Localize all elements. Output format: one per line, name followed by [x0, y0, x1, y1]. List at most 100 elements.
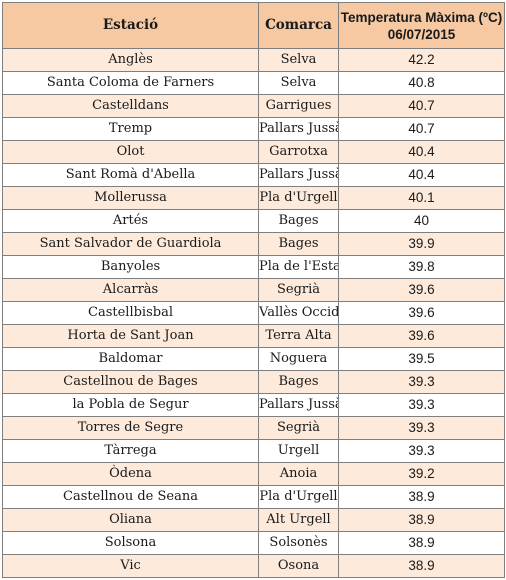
county-cell: Garrotxa [258, 140, 339, 164]
temperature-cell: 39.3 [338, 393, 505, 417]
table-row: la Pobla de Segur Pallars Jussà 39.3 [2, 393, 505, 417]
county-cell: Bages [258, 370, 339, 394]
station-cell: Tremp [2, 117, 259, 141]
table-row: Sant Romà d'Abella Pallars Jussà 40.4 [2, 163, 505, 187]
temperature-cell: 38.9 [338, 554, 505, 578]
temperature-cell: 40.4 [338, 140, 505, 164]
table-row: Sant Salvador de Guardiola Bages 39.9 [2, 232, 505, 256]
station-cell: Baldomar [2, 347, 259, 371]
table-row: Oliana Alt Urgell 38.9 [2, 508, 505, 532]
station-cell: Vic [2, 554, 259, 578]
station-cell: Castellbisbal [2, 301, 259, 325]
station-cell: Tàrrega [2, 439, 259, 463]
table-row: Solsona Solsonès 38.9 [2, 531, 505, 555]
temperature-cell: 39.9 [338, 232, 505, 256]
temperature-column-header: Temperatura Màxima (ºC) 06/07/2015 [338, 2, 505, 49]
temperature-cell: 40.1 [338, 186, 505, 210]
temperature-cell: 39.6 [338, 278, 505, 302]
temperature-cell: 38.9 [338, 531, 505, 555]
station-cell: Solsona [2, 531, 259, 555]
table-row: Baldomar Noguera 39.5 [2, 347, 505, 371]
county-cell: Anoia [258, 462, 339, 486]
table-row: Torres de Segre Segrià 39.3 [2, 416, 505, 440]
table-row: Castellnou de Seana Pla d'Urgell 38.9 [2, 485, 505, 509]
county-cell: Segrià [258, 278, 339, 302]
temperature-header-date: 06/07/2015 [387, 26, 456, 42]
county-cell: Urgell [258, 439, 339, 463]
station-cell: Artés [2, 209, 259, 233]
table-row: Castellnou de Bages Bages 39.3 [2, 370, 505, 394]
temperature-cell: 38.9 [338, 508, 505, 532]
table-row: Anglès Selva 42.2 [2, 48, 505, 72]
temperature-cell: 40.4 [338, 163, 505, 187]
station-cell: Alcarràs [2, 278, 259, 302]
county-cell: Noguera [258, 347, 339, 371]
header-row: Estació Comarca Temperatura Màxima (ºC) … [2, 2, 505, 49]
temperature-cell: 39.2 [338, 462, 505, 486]
county-cell: Segrià [258, 416, 339, 440]
station-cell: Anglès [2, 48, 259, 72]
temperature-cell: 40.7 [338, 117, 505, 141]
table-row: Vic Osona 38.9 [2, 554, 505, 578]
station-cell: Sant Salvador de Guardiola [2, 232, 259, 256]
table-body: Anglès Selva 42.2 Santa Coloma de Farners Se… [2, 48, 505, 578]
county-cell: Pla d'Urgell [258, 186, 339, 210]
temperature-cell: 39.6 [338, 324, 505, 348]
station-column-header: Estació [2, 2, 259, 49]
temperature-header-title: Temperatura Màxima (ºC) [340, 9, 503, 25]
table-row: Mollerussa Pla d'Urgell 40.1 [2, 186, 505, 210]
station-cell: Castellnou de Bages [2, 370, 259, 394]
temperature-cell: 39.8 [338, 255, 505, 279]
temperature-cell: 39.3 [338, 439, 505, 463]
table-row: Tàrrega Urgell 39.3 [2, 439, 505, 463]
table-row: Artés Bages 40 [2, 209, 505, 233]
county-cell: Solsonès [258, 531, 339, 555]
county-cell: Bages [258, 232, 339, 256]
temperature-cell: 39.3 [338, 416, 505, 440]
county-cell: Bages [258, 209, 339, 233]
county-cell: Pla de l'Estany [258, 255, 339, 279]
temperature-cell: 38.9 [338, 485, 505, 509]
temperature-cell: 40.7 [338, 94, 505, 118]
station-cell: Santa Coloma de Farners [2, 71, 259, 95]
county-cell: Terra Alta [258, 324, 339, 348]
station-cell: Torres de Segre [2, 416, 259, 440]
temperature-cell: 40.8 [338, 71, 505, 95]
table-row: Tremp Pallars Jussà 40.7 [2, 117, 505, 141]
temperature-cell: 40 [338, 209, 505, 233]
station-cell: Oliana [2, 508, 259, 532]
table-row: Castelldans Garrigues 40.7 [2, 94, 505, 118]
county-cell: Osona [258, 554, 339, 578]
county-cell: Selva [258, 48, 339, 72]
temperature-cell: 39.6 [338, 301, 505, 325]
county-cell: Garrigues [258, 94, 339, 118]
station-cell: Castellnou de Seana [2, 485, 259, 509]
temperature-cell: 42.2 [338, 48, 505, 72]
county-cell: Pallars Jussà [258, 163, 339, 187]
county-cell: Selva [258, 71, 339, 95]
table-row: Horta de Sant Joan Terra Alta 39.6 [2, 324, 505, 348]
station-cell: la Pobla de Segur [2, 393, 259, 417]
county-cell: Vallès Occidental [258, 301, 339, 325]
station-cell: Horta de Sant Joan [2, 324, 259, 348]
station-cell: Castelldans [2, 94, 259, 118]
county-column-header: Comarca [258, 2, 339, 49]
table-row: Santa Coloma de Farners Selva 40.8 [2, 71, 505, 95]
table-row: Olot Garrotxa 40.4 [2, 140, 505, 164]
county-cell: Alt Urgell [258, 508, 339, 532]
station-cell: Olot [2, 140, 259, 164]
county-cell: Pla d'Urgell [258, 485, 339, 509]
temperature-cell: 39.5 [338, 347, 505, 371]
temperature-cell: 39.3 [338, 370, 505, 394]
table-row: Alcarràs Segrià 39.6 [2, 278, 505, 302]
station-cell: Mollerussa [2, 186, 259, 210]
table-row: Òdena Anoia 39.2 [2, 462, 505, 486]
station-cell: Sant Romà d'Abella [2, 163, 259, 187]
station-cell: Òdena [2, 462, 259, 486]
county-cell: Pallars Jussà [258, 117, 339, 141]
station-cell: Banyoles [2, 255, 259, 279]
table-header: Estació Comarca Temperatura Màxima (ºC) … [2, 2, 505, 49]
